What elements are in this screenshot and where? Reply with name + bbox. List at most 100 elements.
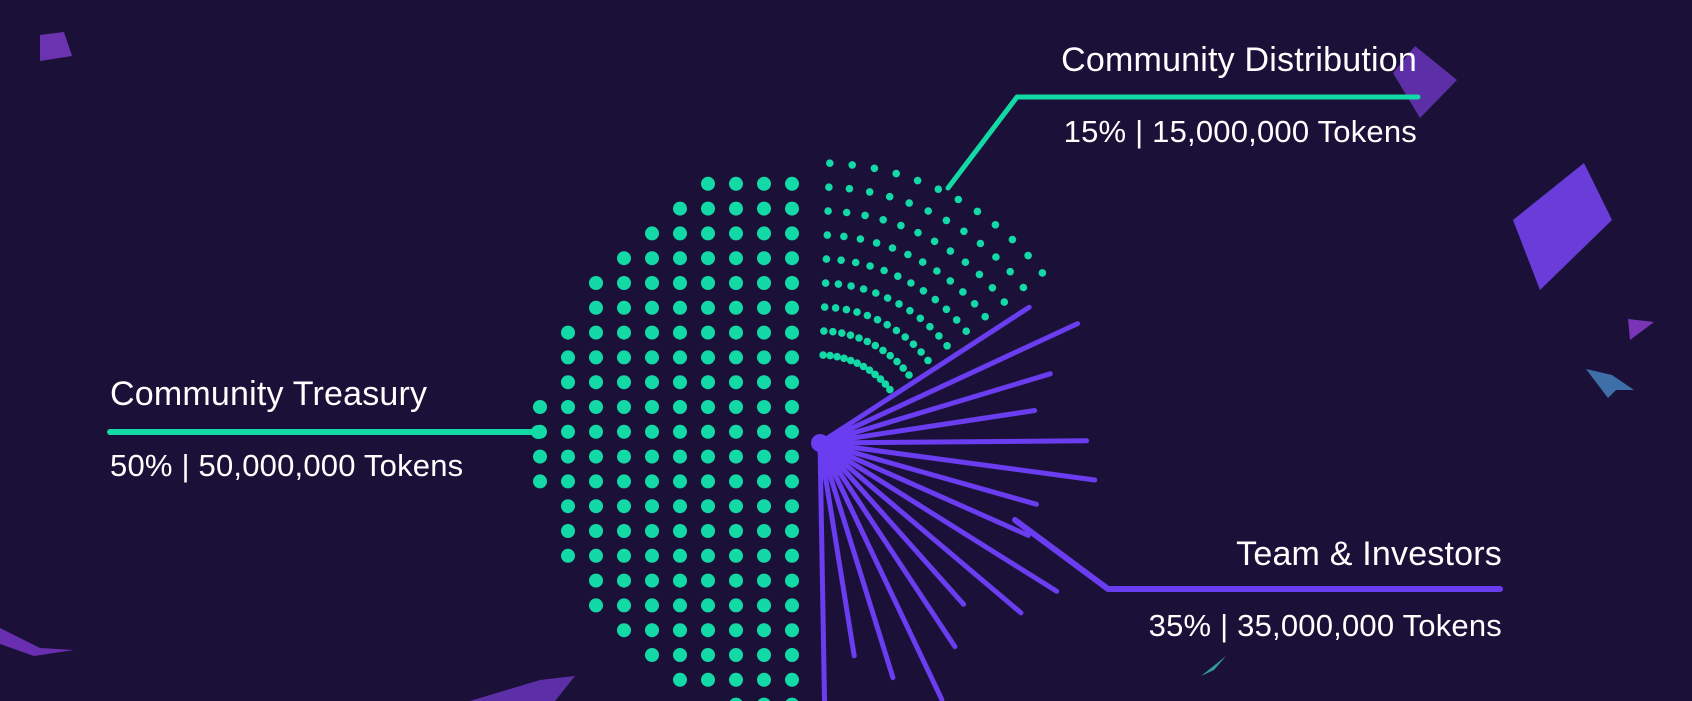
distribution-dot — [825, 183, 833, 191]
treasury-dot — [729, 623, 743, 638]
team-investors-ray — [817, 304, 1032, 446]
distribution-dot — [895, 300, 903, 308]
distribution-dot — [897, 221, 905, 230]
treasury-dot — [533, 449, 547, 464]
treasury-dot — [785, 226, 799, 241]
slice-team-investors — [811, 304, 1098, 701]
treasury-dot — [645, 648, 659, 662]
distribution-dot — [960, 227, 968, 236]
treasury-dot — [729, 424, 743, 439]
treasury-dot — [729, 226, 743, 241]
distribution-dot — [924, 207, 932, 215]
treasury-dot — [701, 325, 715, 340]
callout-lines — [107, 94, 1503, 592]
treasury-dot — [673, 598, 687, 613]
treasury-dot — [673, 300, 687, 315]
treasury-dot — [785, 449, 799, 464]
distribution-dot — [942, 305, 951, 314]
treasury-dot — [617, 573, 631, 588]
distribution-dot — [946, 277, 955, 285]
treasury-dot — [533, 400, 547, 414]
treasury-dot — [701, 350, 715, 365]
treasury-dot — [757, 474, 771, 489]
distribution-dot — [820, 327, 828, 335]
distribution-dot — [856, 235, 865, 243]
treasury-dot — [673, 474, 687, 489]
treasury-dot — [701, 573, 715, 588]
treasury-dot — [701, 648, 715, 662]
distribution-dot — [943, 342, 951, 350]
team-investors-ray — [817, 438, 1090, 446]
decor-shape — [1628, 319, 1654, 340]
treasury-dot — [757, 226, 771, 241]
treasury-dot — [757, 697, 771, 701]
treasury-dot — [701, 474, 715, 489]
treasury-dot — [757, 251, 771, 266]
distribution-dot — [821, 279, 830, 287]
distribution-dot — [909, 340, 918, 349]
distribution-dot — [1006, 267, 1014, 276]
distribution-dot — [916, 314, 925, 323]
value-community-distribution: 15% | 15,000,000 Tokens — [1063, 114, 1417, 149]
treasury-dot — [729, 375, 743, 390]
distribution-dot — [872, 239, 881, 247]
treasury-dot — [645, 623, 659, 638]
distribution-dot — [934, 185, 943, 193]
distribution-dot — [866, 262, 874, 270]
distribution-dot — [885, 192, 894, 201]
treasury-dot — [617, 350, 631, 365]
distribution-dot — [924, 356, 932, 365]
distribution-dot — [913, 176, 922, 185]
treasury-dot — [785, 548, 799, 563]
distribution-dot — [820, 303, 829, 311]
treasury-dot — [785, 573, 799, 588]
treasury-dot — [729, 672, 743, 687]
label-community-distribution: Community Distribution — [1061, 41, 1417, 79]
distribution-dot — [881, 380, 890, 388]
treasury-dot — [561, 400, 575, 414]
distribution-dot — [853, 359, 861, 368]
distribution-dot — [892, 326, 901, 335]
treasury-dot — [701, 424, 715, 439]
leader-line-community-distribution — [945, 94, 1421, 191]
treasury-dot — [617, 276, 631, 290]
distribution-dot — [981, 312, 989, 321]
label-community-treasury: Community Treasury — [110, 375, 428, 413]
treasury-dot — [757, 325, 771, 340]
treasury-dot — [617, 474, 631, 489]
treasury-dot — [785, 474, 799, 489]
treasury-dot — [701, 226, 715, 241]
value-community-treasury: 50% | 50,000,000 Tokens — [110, 448, 464, 483]
treasury-dot — [757, 623, 771, 638]
treasury-dot — [617, 251, 631, 266]
treasury-dot — [645, 449, 659, 464]
treasury-dot — [701, 251, 715, 266]
distribution-dot — [1038, 269, 1047, 277]
treasury-dot — [589, 499, 603, 514]
team-investors-ray — [817, 440, 896, 681]
treasury-dot — [645, 226, 659, 241]
treasury-dot — [589, 325, 603, 340]
treasury-dot — [589, 548, 603, 563]
treasury-dot — [617, 598, 631, 613]
decor-shape — [40, 32, 72, 61]
treasury-dot — [729, 325, 743, 340]
distribution-dot — [919, 287, 928, 295]
treasury-dot — [673, 201, 687, 216]
distribution-dot — [870, 164, 879, 173]
distribution-dot — [893, 357, 901, 366]
treasury-dot — [561, 375, 575, 390]
distribution-dot — [918, 258, 927, 266]
treasury-dot — [757, 400, 771, 414]
treasury-dot — [757, 276, 771, 290]
treasury-dot — [645, 598, 659, 613]
distribution-dot — [842, 305, 851, 314]
treasury-dot — [785, 648, 799, 662]
treasury-dot — [729, 350, 743, 365]
treasury-dot — [673, 499, 687, 514]
team-investors-ray — [817, 440, 1024, 616]
treasury-dot — [785, 499, 799, 514]
treasury-dot — [673, 226, 687, 241]
treasury-dot — [589, 474, 603, 489]
distribution-dot — [933, 267, 941, 275]
